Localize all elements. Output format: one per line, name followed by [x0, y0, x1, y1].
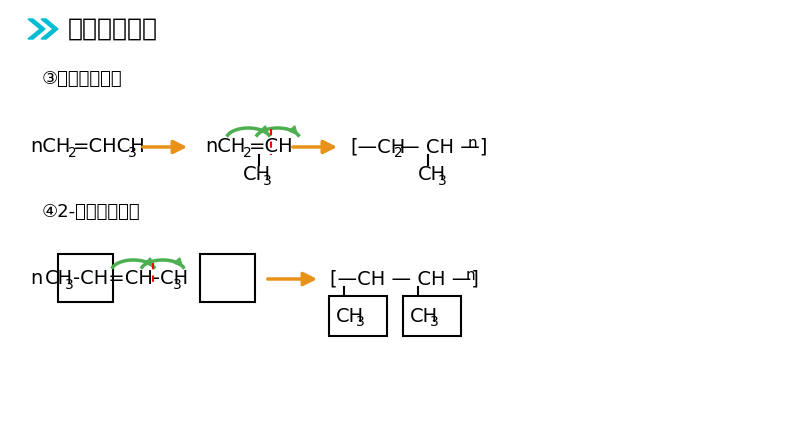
Text: 3: 3	[263, 174, 272, 188]
Text: nCH: nCH	[30, 138, 71, 156]
Text: n: n	[468, 135, 478, 151]
Polygon shape	[41, 19, 58, 39]
Text: CH: CH	[418, 165, 446, 185]
Text: 2: 2	[394, 146, 403, 160]
Text: [—CH: [—CH	[350, 138, 405, 156]
Text: CH: CH	[410, 307, 438, 325]
Text: ③丙烯的加聚：: ③丙烯的加聚：	[42, 70, 122, 88]
Text: 3: 3	[438, 174, 447, 188]
Text: 3: 3	[356, 315, 364, 329]
Text: nCH: nCH	[205, 138, 245, 156]
Text: [—CH — CH —]: [—CH — CH —]	[330, 270, 479, 288]
Text: CH: CH	[336, 307, 364, 325]
Text: =CH: =CH	[249, 138, 294, 156]
Text: n: n	[466, 267, 476, 283]
Text: n: n	[30, 270, 42, 288]
Polygon shape	[28, 19, 45, 39]
Text: CH: CH	[243, 165, 271, 185]
Text: 3: 3	[128, 146, 137, 160]
FancyBboxPatch shape	[200, 254, 255, 302]
Text: ④2-丁烯的加聚：: ④2-丁烯的加聚：	[42, 203, 141, 221]
Text: =CHCH: =CHCH	[73, 138, 146, 156]
Text: 3: 3	[173, 278, 182, 292]
FancyBboxPatch shape	[58, 254, 113, 302]
FancyBboxPatch shape	[329, 296, 387, 336]
Text: 2: 2	[243, 146, 252, 160]
Text: -CH=CH-CH: -CH=CH-CH	[73, 270, 188, 288]
Text: 3: 3	[430, 315, 439, 329]
FancyBboxPatch shape	[403, 296, 461, 336]
Text: 2: 2	[68, 146, 77, 160]
Text: 二、聚合反应: 二、聚合反应	[68, 17, 158, 41]
Text: — CH —]: — CH —]	[400, 138, 488, 156]
Text: 3: 3	[65, 278, 74, 292]
Text: CH: CH	[45, 270, 73, 288]
